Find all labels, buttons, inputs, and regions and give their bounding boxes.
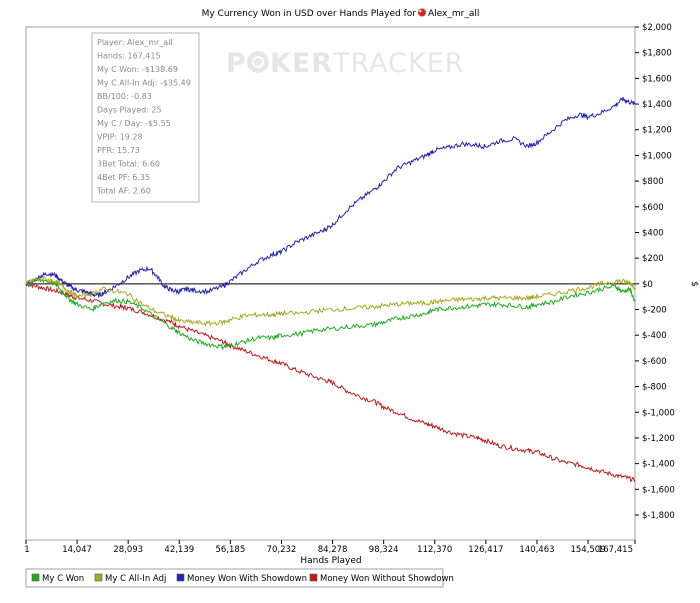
y-axis-label: $ <box>689 281 699 287</box>
legend-item-money-won-without-showdown[interactable]: Money Won Without Showdown <box>309 573 454 584</box>
x-tick-label: 112,370 <box>417 545 452 555</box>
stats-box: Player: Alex_mr_all Hands: 167,415 My C … <box>91 32 200 203</box>
x-tick-label: 98,324 <box>369 545 399 555</box>
x-tick-label: 70,232 <box>267 545 297 555</box>
x-axis: 1 14,047 28,093 42,139 56,185 70,232 84,278 98,… <box>24 540 636 555</box>
stats-line: Player: Alex_mr_all <box>97 38 173 47</box>
stats-box-frame <box>91 32 200 203</box>
x-tick-label: 56,185 <box>216 545 246 555</box>
y-tick-label: $-400 <box>642 331 667 341</box>
x-axis-label: Hands Played <box>300 556 361 566</box>
watermark-text-mid: KER <box>270 48 333 79</box>
stats-line: Days Played: 25 <box>97 106 162 115</box>
watermark-chip-icon <box>247 51 269 73</box>
series-line-money-won-without-showdown <box>25 282 636 483</box>
y-tick-label: $200 <box>642 254 664 264</box>
x-tick-label: 28,093 <box>113 545 143 555</box>
stats-line: 4Bet PF: 6.35 <box>97 173 150 182</box>
y-tick-label: $600 <box>642 203 664 213</box>
series-line-my-c-all-in-adj <box>25 275 636 327</box>
legend-swatch <box>94 573 103 582</box>
y-axis: $2,000 $1,800 $1,600 $1,400 $1,200 $1,000 $800… <box>635 23 675 521</box>
x-tick-label: 126,417 <box>468 545 503 555</box>
y-tick-label: $1,400 <box>642 100 672 110</box>
legend-swatch <box>309 573 318 582</box>
y-tick-label: $-1,600 <box>642 485 675 495</box>
x-tick-label: 140,463 <box>519 545 554 555</box>
legend-item-my-c-won[interactable]: My C Won <box>31 573 84 584</box>
stats-line: My C / Day: -$5.55 <box>97 119 171 128</box>
y-tick-label: $800 <box>642 177 664 187</box>
legend-label: Money Won With Showdown <box>187 574 307 584</box>
y-tick-label: $-1,200 <box>642 434 675 444</box>
y-tick-label: $-1,000 <box>642 408 675 418</box>
stats-line: My C Won: -$138.69 <box>97 65 178 74</box>
stats-line: 3Bet Total: 6.60 <box>97 160 160 169</box>
stats-line: Total AF: 2.60 <box>96 187 151 196</box>
y-tick-label: $-1,400 <box>642 460 675 470</box>
player-icon <box>418 8 426 17</box>
chart-title-group: My Currency Won in USD over Hands Played… <box>202 8 479 19</box>
watermark-text-right: TRACKER <box>332 48 465 79</box>
y-tick-label: $400 <box>642 228 664 238</box>
y-tick-label: $-800 <box>642 383 667 393</box>
y-tick-label: $2,000 <box>642 23 672 33</box>
x-tick-label: 42,139 <box>164 545 194 555</box>
legend-label: My C All-In Adj <box>105 574 166 584</box>
y-tick-label: $0 <box>642 280 653 290</box>
y-tick-label: $1,200 <box>642 126 672 136</box>
legend-label: Money Won Without Showdown <box>320 574 454 584</box>
y-tick-label: $-1,800 <box>642 511 675 521</box>
y-tick-label: $1,600 <box>642 74 672 84</box>
x-tick-label: 167,415 <box>598 545 633 555</box>
y-tick-label: $-200 <box>642 306 667 316</box>
stats-line: VPIP: 19.28 <box>97 133 143 142</box>
pokertracker-watermark: P KER TRACKER <box>226 48 465 79</box>
legend-frame <box>25 568 444 588</box>
legend-swatch <box>176 573 185 582</box>
x-tick-label: 14,047 <box>62 545 92 555</box>
legend: My C Won My C All-In Adj Money Won With … <box>25 568 454 588</box>
y-tick-label: $1,000 <box>642 151 672 161</box>
stats-line: My C All-In Adj: -$35.49 <box>97 79 191 88</box>
x-tick-label: 84,278 <box>318 545 348 555</box>
y-tick-label: $-600 <box>642 357 667 367</box>
stats-line: PFR: 15.73 <box>97 146 140 155</box>
watermark-text-left: P <box>226 48 247 79</box>
chart-title: My Currency Won in USD over Hands Played… <box>202 9 417 19</box>
stats-line: BB/100: -0.83 <box>97 92 152 101</box>
legend-item-my-c-all-in-adj[interactable]: My C All-In Adj <box>94 573 166 584</box>
legend-swatch <box>31 573 40 582</box>
y-tick-label: $1,800 <box>642 49 672 59</box>
chart-title-player: Alex_mr_all <box>428 9 479 19</box>
series-line-my-c-won <box>26 278 636 351</box>
x-tick-label: 1 <box>24 545 29 555</box>
series-layer <box>25 96 636 483</box>
x-tick-label: 154,509 <box>570 545 605 555</box>
stats-line: Hands: 167,415 <box>97 52 161 61</box>
legend-item-money-won-with-showdown[interactable]: Money Won With Showdown <box>176 573 307 584</box>
legend-label: My C Won <box>42 574 84 584</box>
